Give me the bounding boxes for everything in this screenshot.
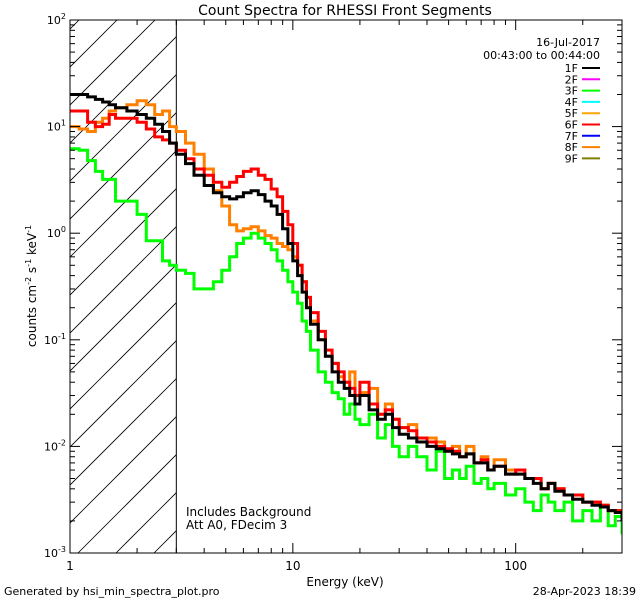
x-tick-labels: 1 10 100 — [66, 559, 527, 573]
y-tick-label: 101 — [47, 119, 66, 134]
legend-label: 3F — [565, 85, 578, 98]
plot-frame — [69, 19, 623, 554]
chart-time-range: 00:43:00 to 00:44:00 — [483, 49, 600, 62]
hatch-line — [534, 0, 640, 553]
series-6F — [70, 109, 622, 521]
hatch-line — [458, 0, 640, 553]
hatch-line — [70, 74, 177, 182]
series-8F — [70, 99, 622, 521]
legend-entry: 3F — [565, 85, 600, 98]
footer-timestamp: 28-Apr-2023 18:39 — [533, 585, 636, 598]
x-tick-label: 1 — [66, 559, 74, 573]
legend-entry: 7F — [565, 130, 600, 143]
x-tick-label: 100 — [504, 559, 527, 573]
legend-label: 5F — [565, 107, 578, 120]
excluded-region-hatch — [70, 0, 640, 553]
y-tick-labels: 10-3 10-2 10-1 100 101 102 — [44, 12, 66, 560]
hatch-line — [70, 264, 177, 372]
y-tick-label: 10-3 — [44, 545, 66, 560]
legend-label: 6F — [565, 119, 578, 132]
y-axis-ticks — [70, 24, 622, 554]
legend-label: 1F — [565, 62, 578, 75]
annotation-attenuator: Att A0, FDecim 3 — [186, 518, 287, 532]
series-layer — [70, 93, 622, 535]
legend-entry: 1F — [565, 62, 600, 75]
legend-entry: 8F — [565, 141, 600, 154]
chart-date: 16-Jul-2017 — [536, 36, 600, 49]
y-tick-label: 102 — [47, 12, 66, 27]
x-tick-label: 10 — [285, 559, 300, 573]
hatch-line — [70, 188, 177, 296]
series-1F — [70, 93, 622, 521]
annotation-background: Includes Background — [186, 505, 311, 519]
hatch-line — [70, 20, 80, 30]
hatch-line — [70, 226, 177, 334]
y-tick-label: 10-2 — [44, 438, 66, 453]
legend-label: 7F — [565, 130, 578, 143]
legend-entry: 4F — [565, 96, 600, 109]
legend-label: 2F — [565, 73, 578, 86]
y-tick-label: 10-1 — [44, 332, 66, 347]
hatch-line — [70, 112, 177, 220]
legend-entry: 9F — [565, 152, 600, 165]
legend-label: 4F — [565, 96, 578, 109]
chart-title: Count Spectra for RHESSI Front Segments — [198, 3, 492, 19]
legend-entry: 2F — [565, 73, 600, 86]
x-axis-label: Energy (keV) — [306, 575, 383, 589]
legend: 1F 2F 3F 4F 5F 6F 7F 8F 9F — [565, 62, 600, 165]
hatch-line — [70, 416, 177, 524]
hatch-line — [70, 20, 156, 106]
hatch-line — [70, 150, 177, 258]
hatch-line — [70, 378, 177, 486]
hatch-line — [77, 454, 177, 553]
footer-generated-by: Generated by hsi_min_spectra_plot.pro — [4, 585, 220, 598]
legend-entry: 5F — [565, 107, 600, 120]
legend-entry: 6F — [565, 119, 600, 132]
y-axis-label: counts cm-2 s-1 keV-1 — [24, 225, 39, 347]
legend-label: 9F — [565, 152, 578, 165]
series-3F — [70, 147, 622, 535]
hatch-line — [572, 0, 640, 553]
hatch-line — [70, 36, 177, 144]
y-tick-label: 100 — [47, 225, 66, 240]
legend-label: 8F — [565, 141, 578, 154]
x-axis-ticks — [69, 20, 623, 553]
hatch-line — [610, 0, 640, 553]
